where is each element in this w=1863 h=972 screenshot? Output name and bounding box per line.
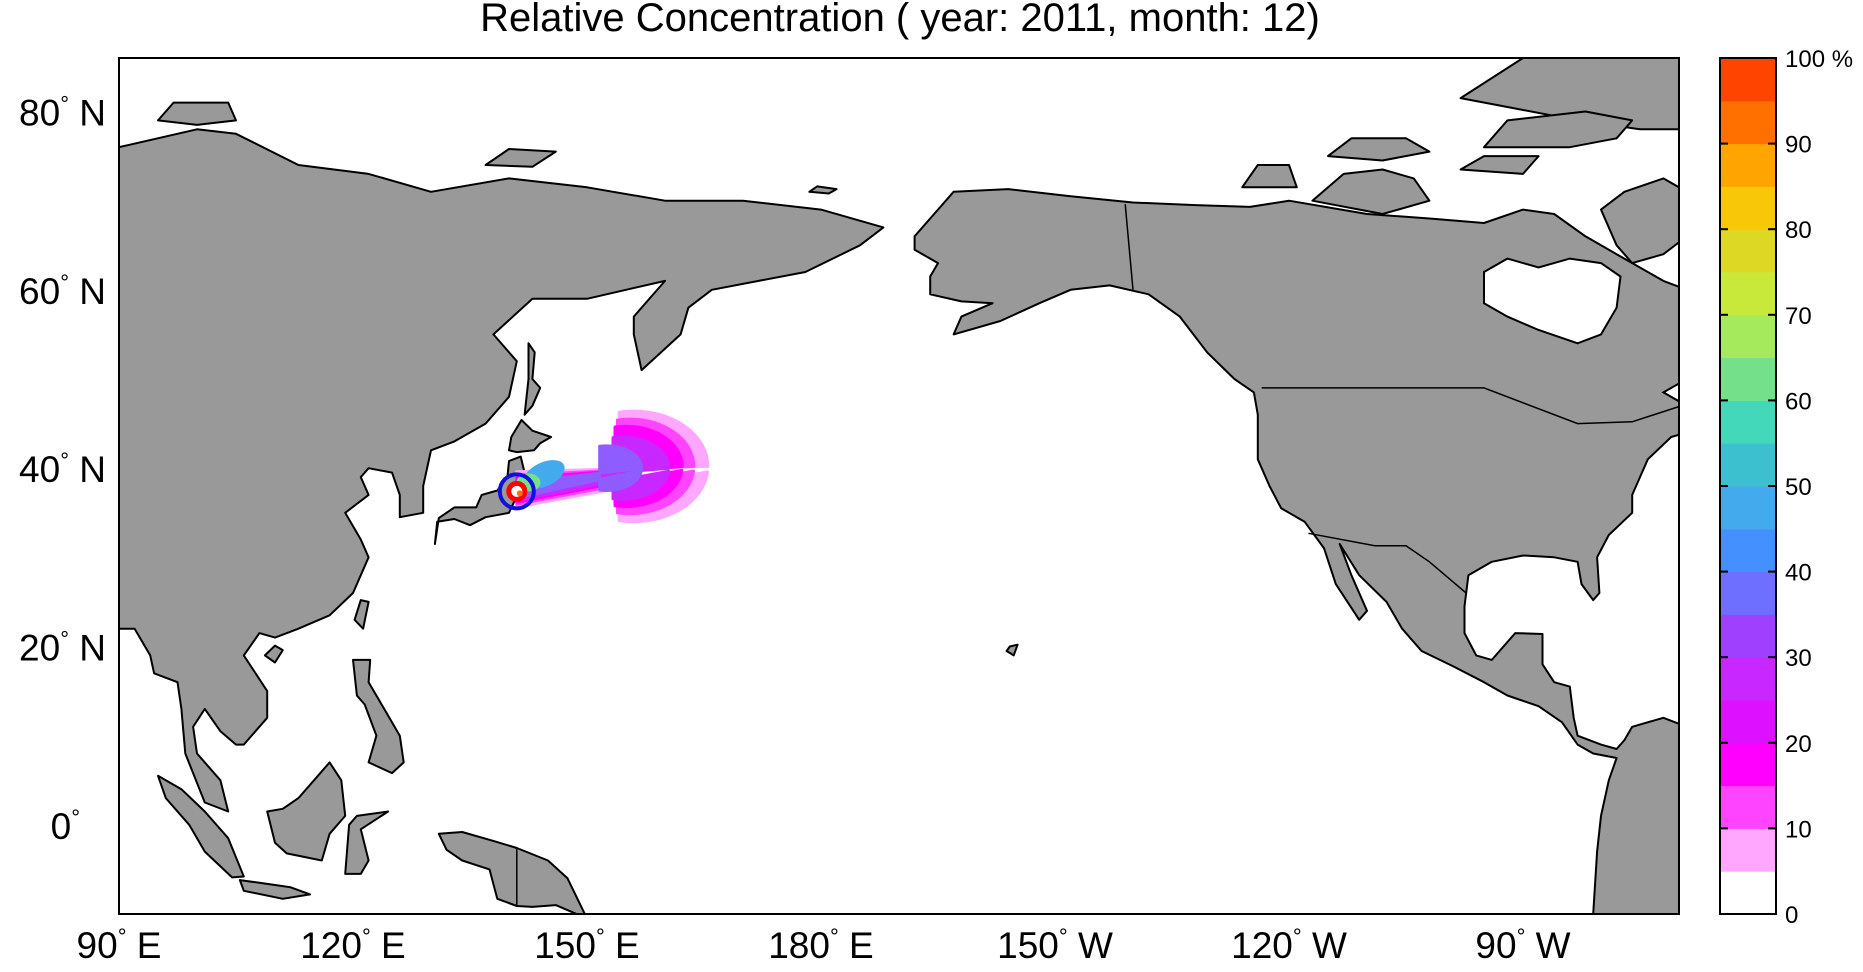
colorbar-band: [1720, 785, 1776, 829]
border-line: [1261, 387, 1679, 425]
land-japan-honshu: [433, 455, 526, 545]
x-tick-label: 90° E: [77, 924, 162, 966]
y-tick-label: 40° N: [19, 448, 106, 490]
y-tick-label: 80° N: [19, 92, 106, 134]
y-tick-label: 20° N: [19, 627, 106, 669]
x-tick-label: 150° W: [997, 924, 1113, 966]
x-tick-label: 120° W: [1231, 924, 1347, 966]
colorbar-tick-label: 30: [1785, 645, 1812, 672]
chart-title: Relative Concentration ( year: 2011, mon…: [480, 0, 1320, 40]
source-inner-circle: [506, 480, 528, 502]
colorbar-band: [1720, 357, 1776, 401]
land-victoria: [1311, 168, 1431, 215]
land-asia: [119, 128, 885, 813]
colorbar-band: [1720, 528, 1776, 573]
map-frame: [118, 57, 1680, 915]
x-tick-label: 120° E: [300, 924, 406, 966]
colorbar-tick-label: 70: [1785, 303, 1812, 330]
land-japan-hokkaido: [508, 419, 553, 454]
colorbar-band: [1720, 742, 1776, 787]
colorbar-band: [1720, 229, 1776, 273]
water-hudson-bay: [1483, 257, 1622, 345]
colorbar-tick-label: 50: [1785, 474, 1812, 501]
land-arctic-isl-1: [1327, 137, 1431, 162]
colorbar-band: [1720, 871, 1776, 915]
colorbar-tick-label: 40: [1785, 560, 1812, 587]
colorbar-band: [1720, 272, 1776, 316]
source-center-mark: [516, 490, 523, 497]
y-tick-label: 0°: [51, 805, 80, 847]
colorbar-band: [1720, 58, 1776, 102]
x-tick-label: 180° E: [768, 924, 874, 966]
land-layer: [119, 58, 1679, 914]
land-north-america: [913, 188, 1679, 914]
colorbar-band: [1720, 614, 1776, 658]
colorbar-band: [1720, 143, 1776, 187]
land-new-siberian: [484, 148, 557, 168]
land-hawaii: [1005, 643, 1019, 657]
colorbar: 0 10 20 30 40 50 60 70 80 90 100 %: [1719, 46, 1853, 929]
colorbar-tick-label: 90: [1785, 132, 1812, 159]
map-border: [118, 57, 1680, 915]
colorbar-tick-label: 0: [1785, 902, 1798, 929]
x-tick-label: 90° W: [1475, 924, 1570, 966]
colorbar-tick-label: 100 %: [1785, 46, 1853, 73]
colorbar-band: [1720, 186, 1776, 230]
plume-layer: [497, 409, 710, 524]
colorbar-tick-label: 20: [1785, 731, 1812, 758]
y-tick-label: 60° N: [19, 270, 106, 312]
colorbar-band: [1720, 443, 1776, 487]
source-outer-circle: [497, 472, 536, 511]
land-sakhalin: [523, 342, 542, 416]
land-baffin: [1600, 177, 1679, 265]
x-tick-label: 150° E: [534, 924, 640, 966]
colorbar-tick-label: 60: [1785, 388, 1812, 415]
water-gulf-st-lawrence: [1661, 382, 1679, 403]
colorbar-band: [1720, 828, 1776, 872]
colorbar-band: [1720, 571, 1776, 615]
colorbar-band: [1720, 657, 1776, 701]
x-axis: 90° E 120° E 150° E 180° E 150° W 120° W 90° W: [77, 924, 1571, 966]
land-banks: [1241, 164, 1298, 189]
land-hainan: [263, 644, 284, 664]
colorbar-band: [1720, 400, 1776, 444]
land-philippines: [352, 658, 405, 775]
land-java: [238, 879, 312, 900]
land-sumatra: [157, 774, 245, 879]
colorbar-tick-label: 10: [1785, 816, 1812, 843]
land-new-guinea: [437, 831, 586, 914]
land-taiwan: [353, 599, 370, 630]
land-severnaya-zemlya: [157, 101, 237, 126]
land-borneo: [266, 761, 347, 862]
land-sulawesi: [344, 810, 390, 875]
land-ellesmere: [1483, 110, 1634, 149]
land-arctic-isl-2: [1459, 155, 1540, 175]
y-axis: 80° N 60° N 40° N 20° N 0°: [19, 92, 106, 847]
border-line: [1124, 204, 1134, 290]
colorbar-band: [1720, 486, 1776, 530]
land-wrangel: [808, 185, 838, 195]
colorbar-band: [1720, 314, 1776, 359]
border-line: [1308, 532, 1467, 594]
colorbar-band: [1720, 700, 1776, 744]
colorbar-band: [1720, 100, 1776, 145]
colorbar-tick-label: 80: [1785, 217, 1812, 244]
